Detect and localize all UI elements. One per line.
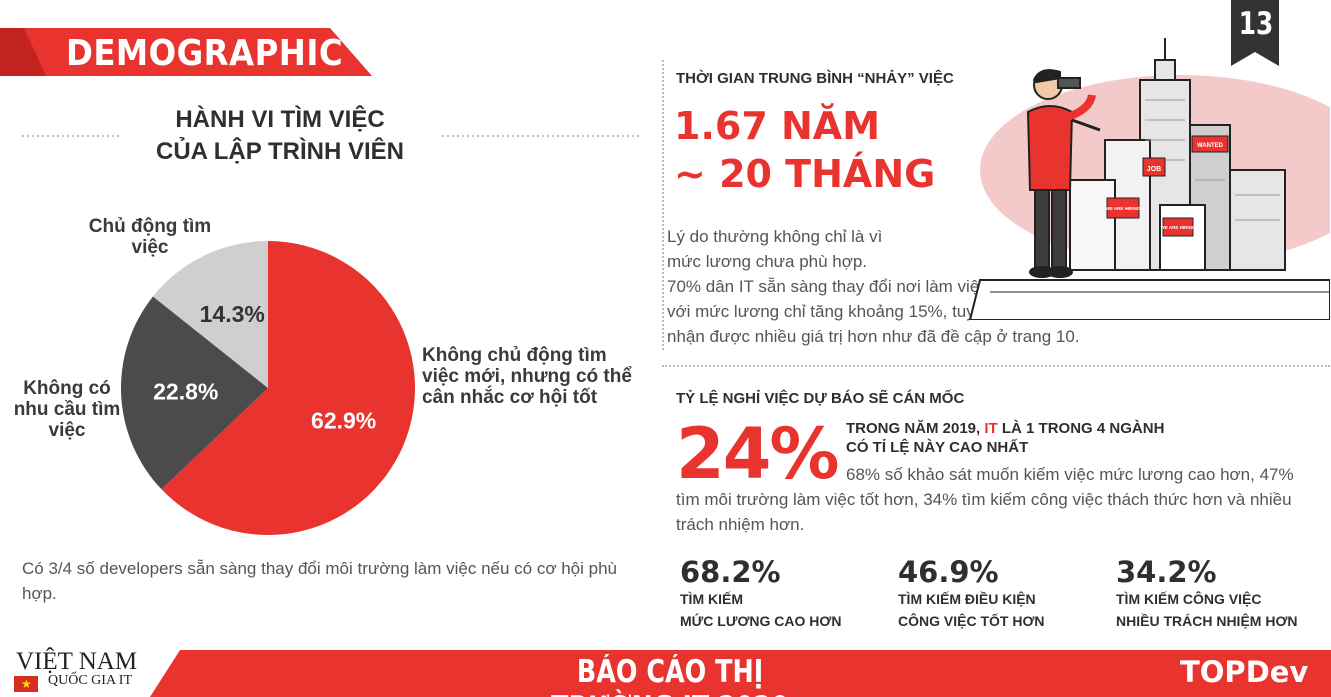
footer-bar — [150, 650, 1331, 697]
job-hopping-text-line: mức lương chưa phù hợp. — [667, 252, 868, 271]
stat-label-line: TÌM KIẾM CÔNG VIỆC — [1116, 591, 1262, 607]
turnover-sub-pre: TRONG NĂM 2019, — [846, 420, 985, 437]
stat-salary-label: TÌM KIẾM MỨC LƯƠNG CAO HƠN — [680, 588, 841, 632]
job-hopping-text: Lý do thường không chỉ là vì mức lương c… — [667, 224, 1167, 349]
job-hopping-years: 1.67 NĂM — [674, 104, 881, 148]
stat-label-line: TÌM KIẾM ĐIỀU KIỆN — [898, 591, 1036, 607]
job-hopping-months: ~ 20 THÁNG — [674, 152, 936, 196]
horizontal-divider — [662, 365, 1330, 367]
label-not-seeking: Không có nhu cầu tìm việc — [13, 378, 121, 441]
stat-conditions-value: 46.9% — [898, 555, 999, 589]
turnover-sub-line2: CÓ TỈ LỆ NÀY CAO NHẤT — [846, 439, 1029, 456]
chart-note: Có 3/4 số developers sẵn sàng thay đổi m… — [22, 559, 617, 603]
vietnam-flag-icon: ★ — [14, 676, 38, 692]
pie-slice-label: 14.3% — [200, 301, 265, 327]
stat-label-line: TÌM KIẾM — [680, 591, 743, 607]
stat-label-line: NHIỀU TRÁCH NHIỆM HƠN — [1116, 613, 1298, 629]
label-active-job-seeking: Chủ động tìm việc — [88, 216, 212, 258]
pie-slice — [121, 296, 268, 490]
section-title: DEMOGRAPHIC — [66, 33, 344, 74]
job-hopping-text-line: nhận được nhiều giá trị hơn như đã đề cậ… — [667, 327, 1080, 346]
turnover-sub-highlight: IT — [984, 420, 998, 437]
job-sign-text: JOB — [1147, 166, 1161, 173]
turnover-sub-post: LÀ 1 TRONG 4 NGÀNH — [997, 420, 1165, 437]
job-hopping-text-line: 70% dân IT sẵn sàng thay đổi nơi làm việ… — [667, 277, 988, 296]
pie-slice — [161, 241, 416, 535]
hiring-sign-2-text: WE ARE HIRING — [1161, 225, 1196, 230]
topdev-logo: TOPDev — [1180, 655, 1309, 689]
turnover-text: 68% số khảo sát muốn kiếm việc mức lương… — [676, 465, 1294, 534]
hiring-sign-text: WE ARE HIRING — [1106, 206, 1141, 211]
vietnam-it-logo-sub: QUỐC GIA IT — [48, 673, 132, 688]
hiring-sign — [1106, 197, 1140, 219]
stat-salary-value: 68.2% — [680, 555, 781, 589]
page-number: 13 — [1238, 6, 1274, 42]
job-hopping-heading: THỜI GIAN TRUNG BÌNH “NHẢY” VIỆC — [676, 70, 954, 87]
label-passive-seeking: Không chủ động tìm việc mới, nhưng có th… — [422, 345, 632, 408]
binoculars-city-illustration: JOB WANTED WE ARE HIRING WE ARE HIRING — [968, 38, 1330, 320]
pie-slice-label: 62.9% — [311, 407, 376, 433]
stat-label-line: CÔNG VIỆC TỐT HƠN — [898, 613, 1045, 629]
page-badge — [1231, 0, 1279, 66]
turnover-heading: TỶ LỆ NGHỈ VIỆC DỰ BÁO SẼ CÁN MỐC — [676, 390, 965, 407]
wanted-sign — [1191, 135, 1229, 153]
turnover-rate: 24% — [676, 413, 840, 495]
header-ribbon — [0, 28, 372, 76]
wanted-sign-text: WANTED — [1197, 143, 1224, 149]
turnover-subheading: TRONG NĂM 2019, IT LÀ 1 TRONG 4 NGÀNH CÓ… — [846, 419, 1164, 457]
vertical-divider — [662, 60, 664, 350]
pie-slice — [152, 241, 268, 388]
report-title: BÁO CÁO THỊ TRƯỜNG IT 2020 — [551, 654, 789, 697]
stat-responsibility-value: 34.2% — [1116, 555, 1217, 589]
stat-label-line: MỨC LƯƠNG CAO HƠN — [680, 613, 842, 629]
job-hopping-text-line: Lý do thường không chỉ là vì — [667, 227, 883, 246]
chart-title: HÀNH VI TÌM VIỆC CỦA LẬP TRÌNH VIÊN — [120, 104, 440, 168]
vietnam-it-logo: VIỆT NAM — [16, 648, 138, 675]
stat-responsibility-label: TÌM KIẾM CÔNG VIỆC NHIỀU TRÁCH NHIỆM HƠN — [1116, 588, 1298, 632]
job-sign — [1142, 157, 1166, 177]
chart-title-line2: CỦA LẬP TRÌNH VIÊN — [155, 138, 404, 165]
pie-slice-label: 22.8% — [153, 379, 218, 405]
pie-chart: 62.9% 22.8% 14.3% — [121, 241, 416, 535]
stat-conditions-label: TÌM KIẾM ĐIỀU KIỆN CÔNG VIỆC TỐT HƠN — [898, 588, 1045, 632]
hiring-sign-2 — [1162, 217, 1194, 237]
chart-title-line1: HÀNH VI TÌM VIỆC — [175, 106, 385, 133]
